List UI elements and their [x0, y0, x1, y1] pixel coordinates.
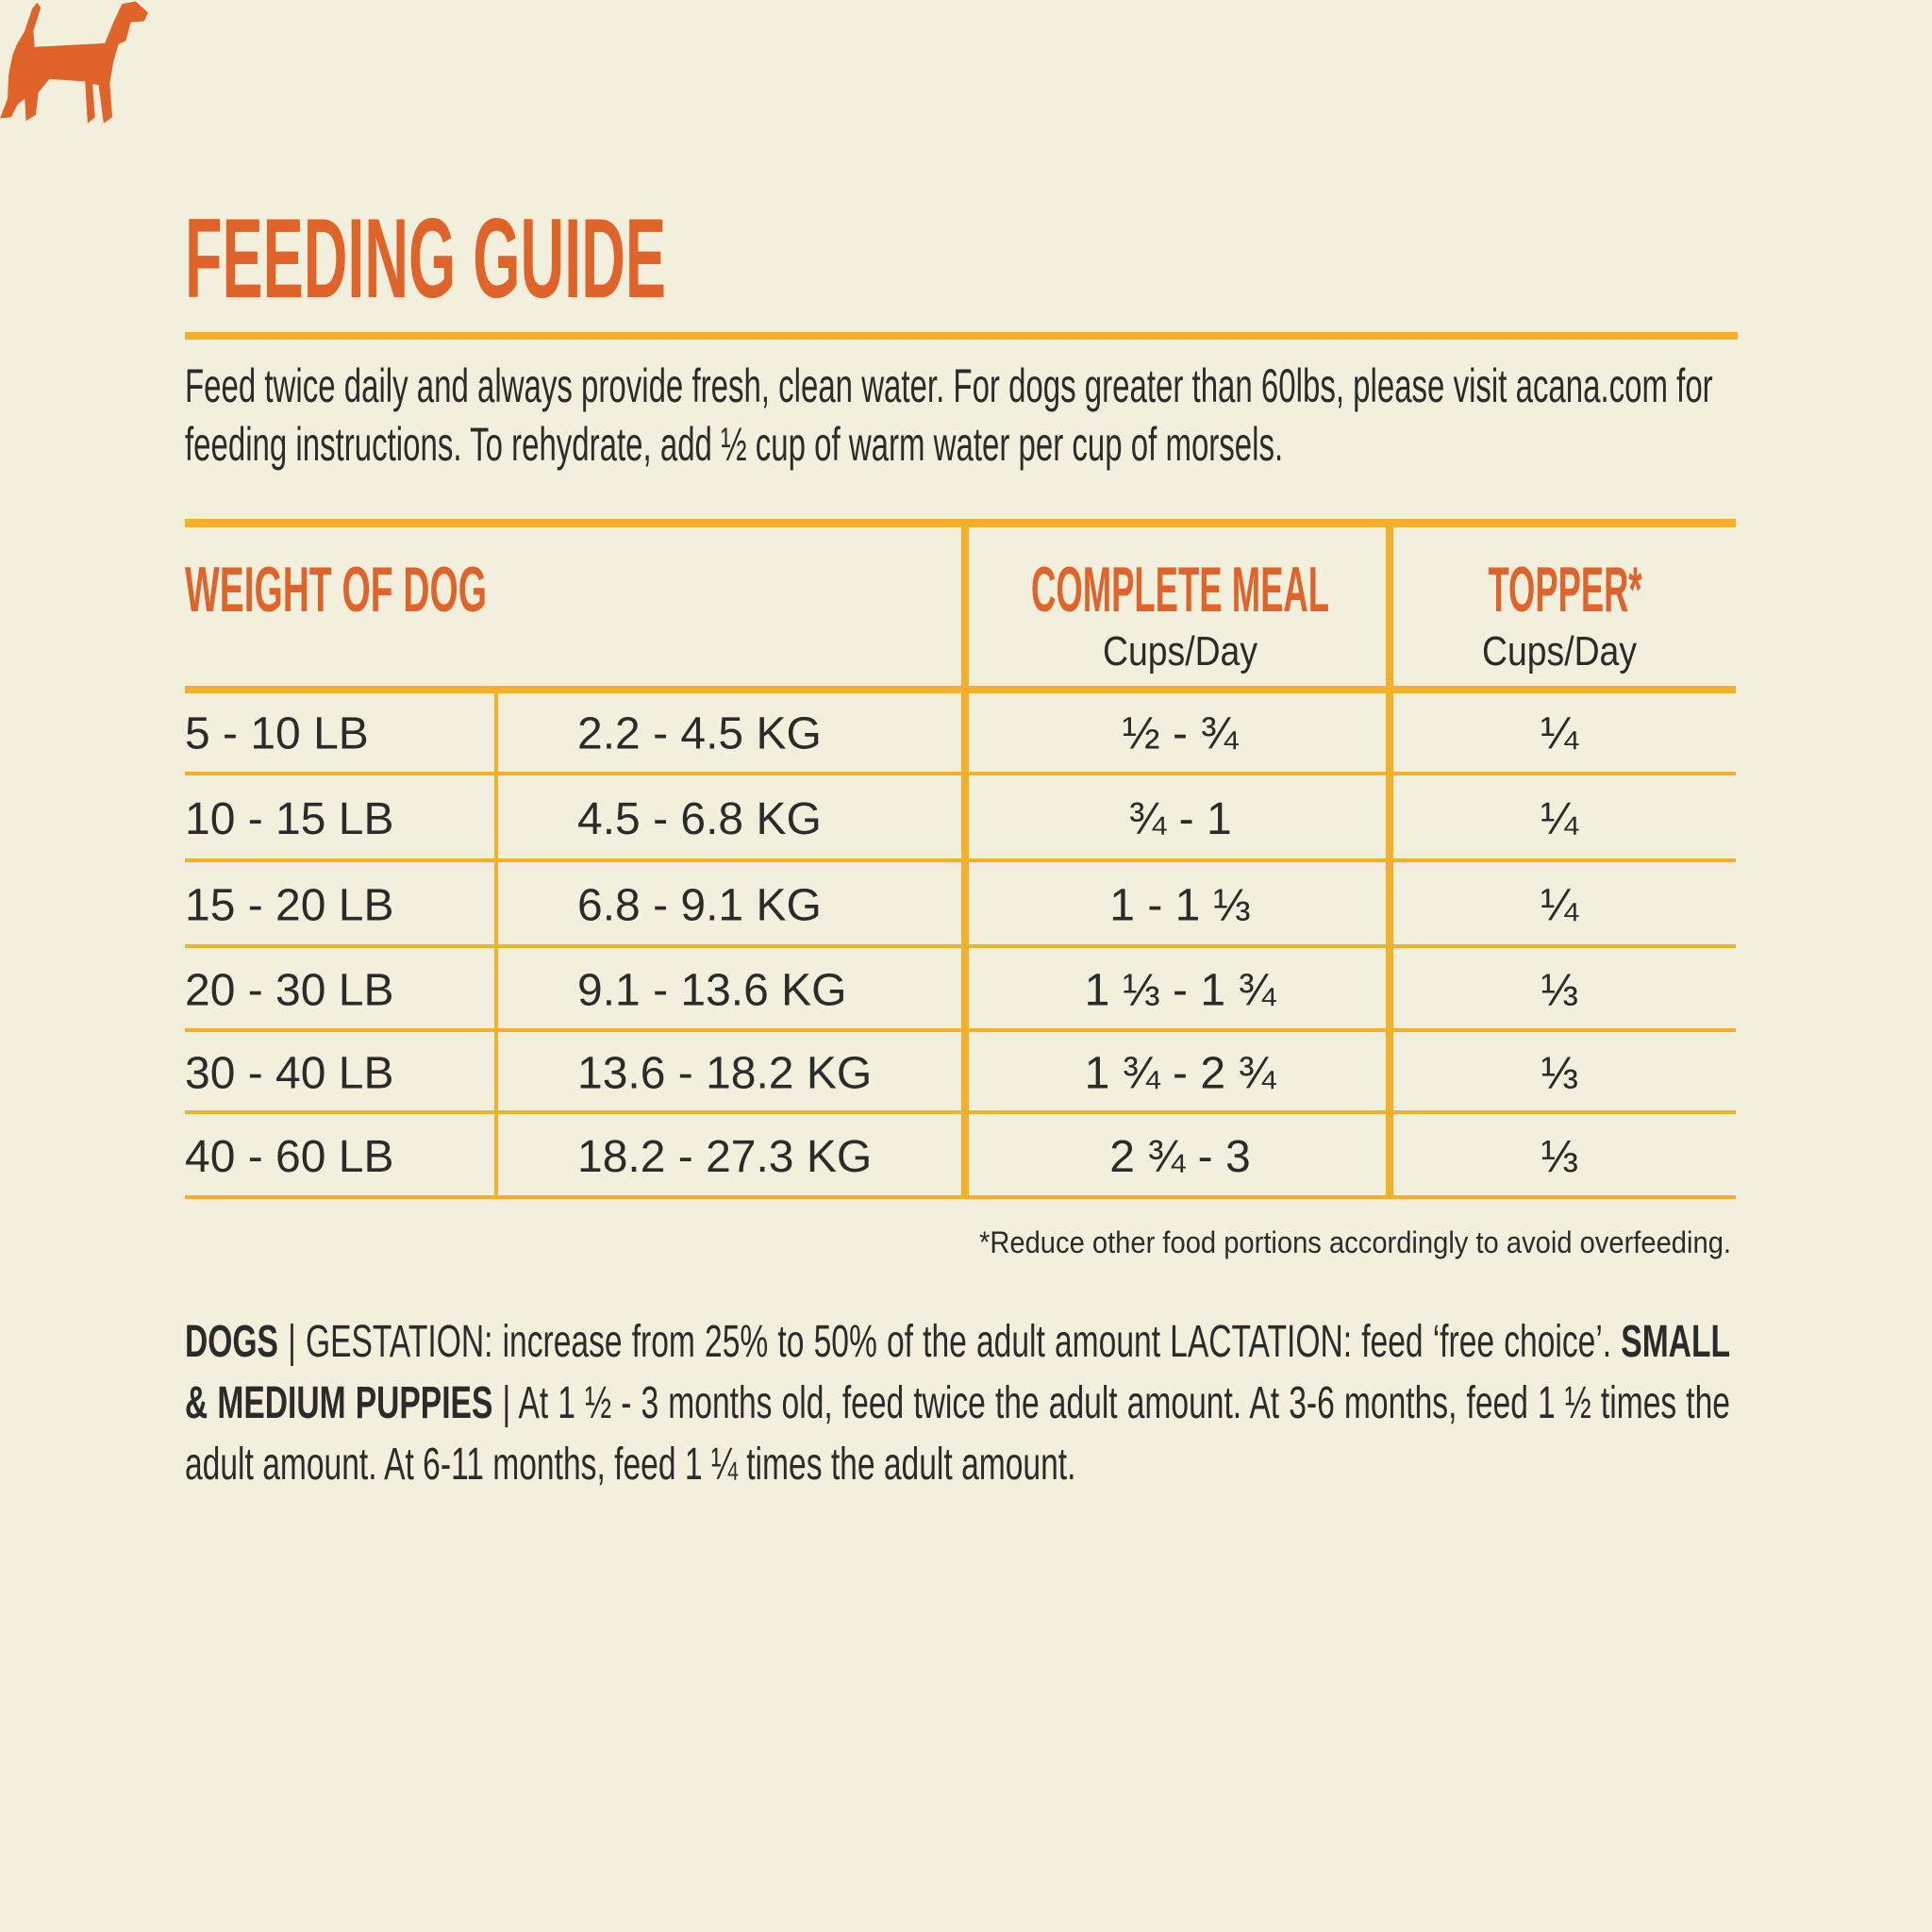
cell: 1 ¾ - 2 ¾ [1085, 1049, 1277, 1099]
row-rule [185, 858, 1736, 862]
table-top [185, 519, 1736, 527]
cell: 40 - 60 LB [185, 1132, 393, 1182]
cell: ⅓ [1541, 1132, 1578, 1182]
row-rule [185, 1110, 1736, 1114]
cell: ¼ [1541, 881, 1579, 931]
row-rule [185, 772, 1736, 775]
cell: 2.2 - 4.5 KG [577, 709, 822, 759]
footnote: *Reduce other food portions accordingly … [979, 1225, 1731, 1259]
header-meal: COMPLETE MEAL [1031, 554, 1329, 625]
header-rule [185, 686, 1736, 693]
header-weight: WEIGHT OF DOG [185, 554, 487, 625]
cell: 10 - 15 LB [185, 794, 393, 844]
cell: 13.6 - 18.2 KG [577, 1049, 872, 1099]
cell: 18.2 - 27.3 KG [577, 1132, 872, 1182]
header-topper: TOPPER* [1489, 554, 1642, 625]
header-topper-unit: Cups/Day [1482, 628, 1637, 675]
title: FEEDING GUIDE [185, 195, 666, 322]
cell: ⅓ [1541, 966, 1578, 1016]
cell: 5 - 10 LB [185, 709, 369, 759]
note-text: | At 1 ½ - 3 months old, feed twice the … [185, 1378, 1730, 1490]
cell: ½ - ¾ [1123, 709, 1240, 759]
notes: DOGS | GESTATION: increase from 25% to 5… [185, 1311, 1730, 1495]
cell: 15 - 20 LB [185, 881, 393, 931]
row-rule [185, 1195, 1736, 1199]
row-rule [185, 944, 1736, 948]
dog-icon [0, 1, 148, 124]
cell: 20 - 30 LB [185, 966, 393, 1016]
cell: 9.1 - 13.6 KG [577, 966, 847, 1016]
cell: ¼ [1541, 709, 1579, 759]
cell: 1 ⅓ - 1 ¾ [1085, 966, 1277, 1016]
cell: 2 ¾ - 3 [1109, 1132, 1250, 1182]
note-heading: DOGS [185, 1317, 278, 1367]
cell: 1 - 1 ⅓ [1109, 881, 1250, 931]
rule [185, 332, 1738, 340]
note-text: | GESTATION: increase from 25% to 50% of… [277, 1317, 1622, 1367]
intro: Feed twice daily and always provide fres… [185, 359, 1713, 471]
row-rule [185, 1028, 1736, 1032]
cell: 4.5 - 6.8 KG [577, 794, 822, 844]
cell: ⅓ [1541, 1049, 1578, 1099]
header-meal-unit: Cups/Day [1103, 628, 1257, 675]
cell: 30 - 40 LB [185, 1049, 393, 1099]
note-heading: SMALL & MEDIUM PUPPIES [185, 1317, 1730, 1428]
cell: 6.8 - 9.1 KG [577, 881, 822, 931]
cell: ¾ - 1 [1128, 794, 1231, 844]
cell: ¼ [1541, 794, 1579, 844]
